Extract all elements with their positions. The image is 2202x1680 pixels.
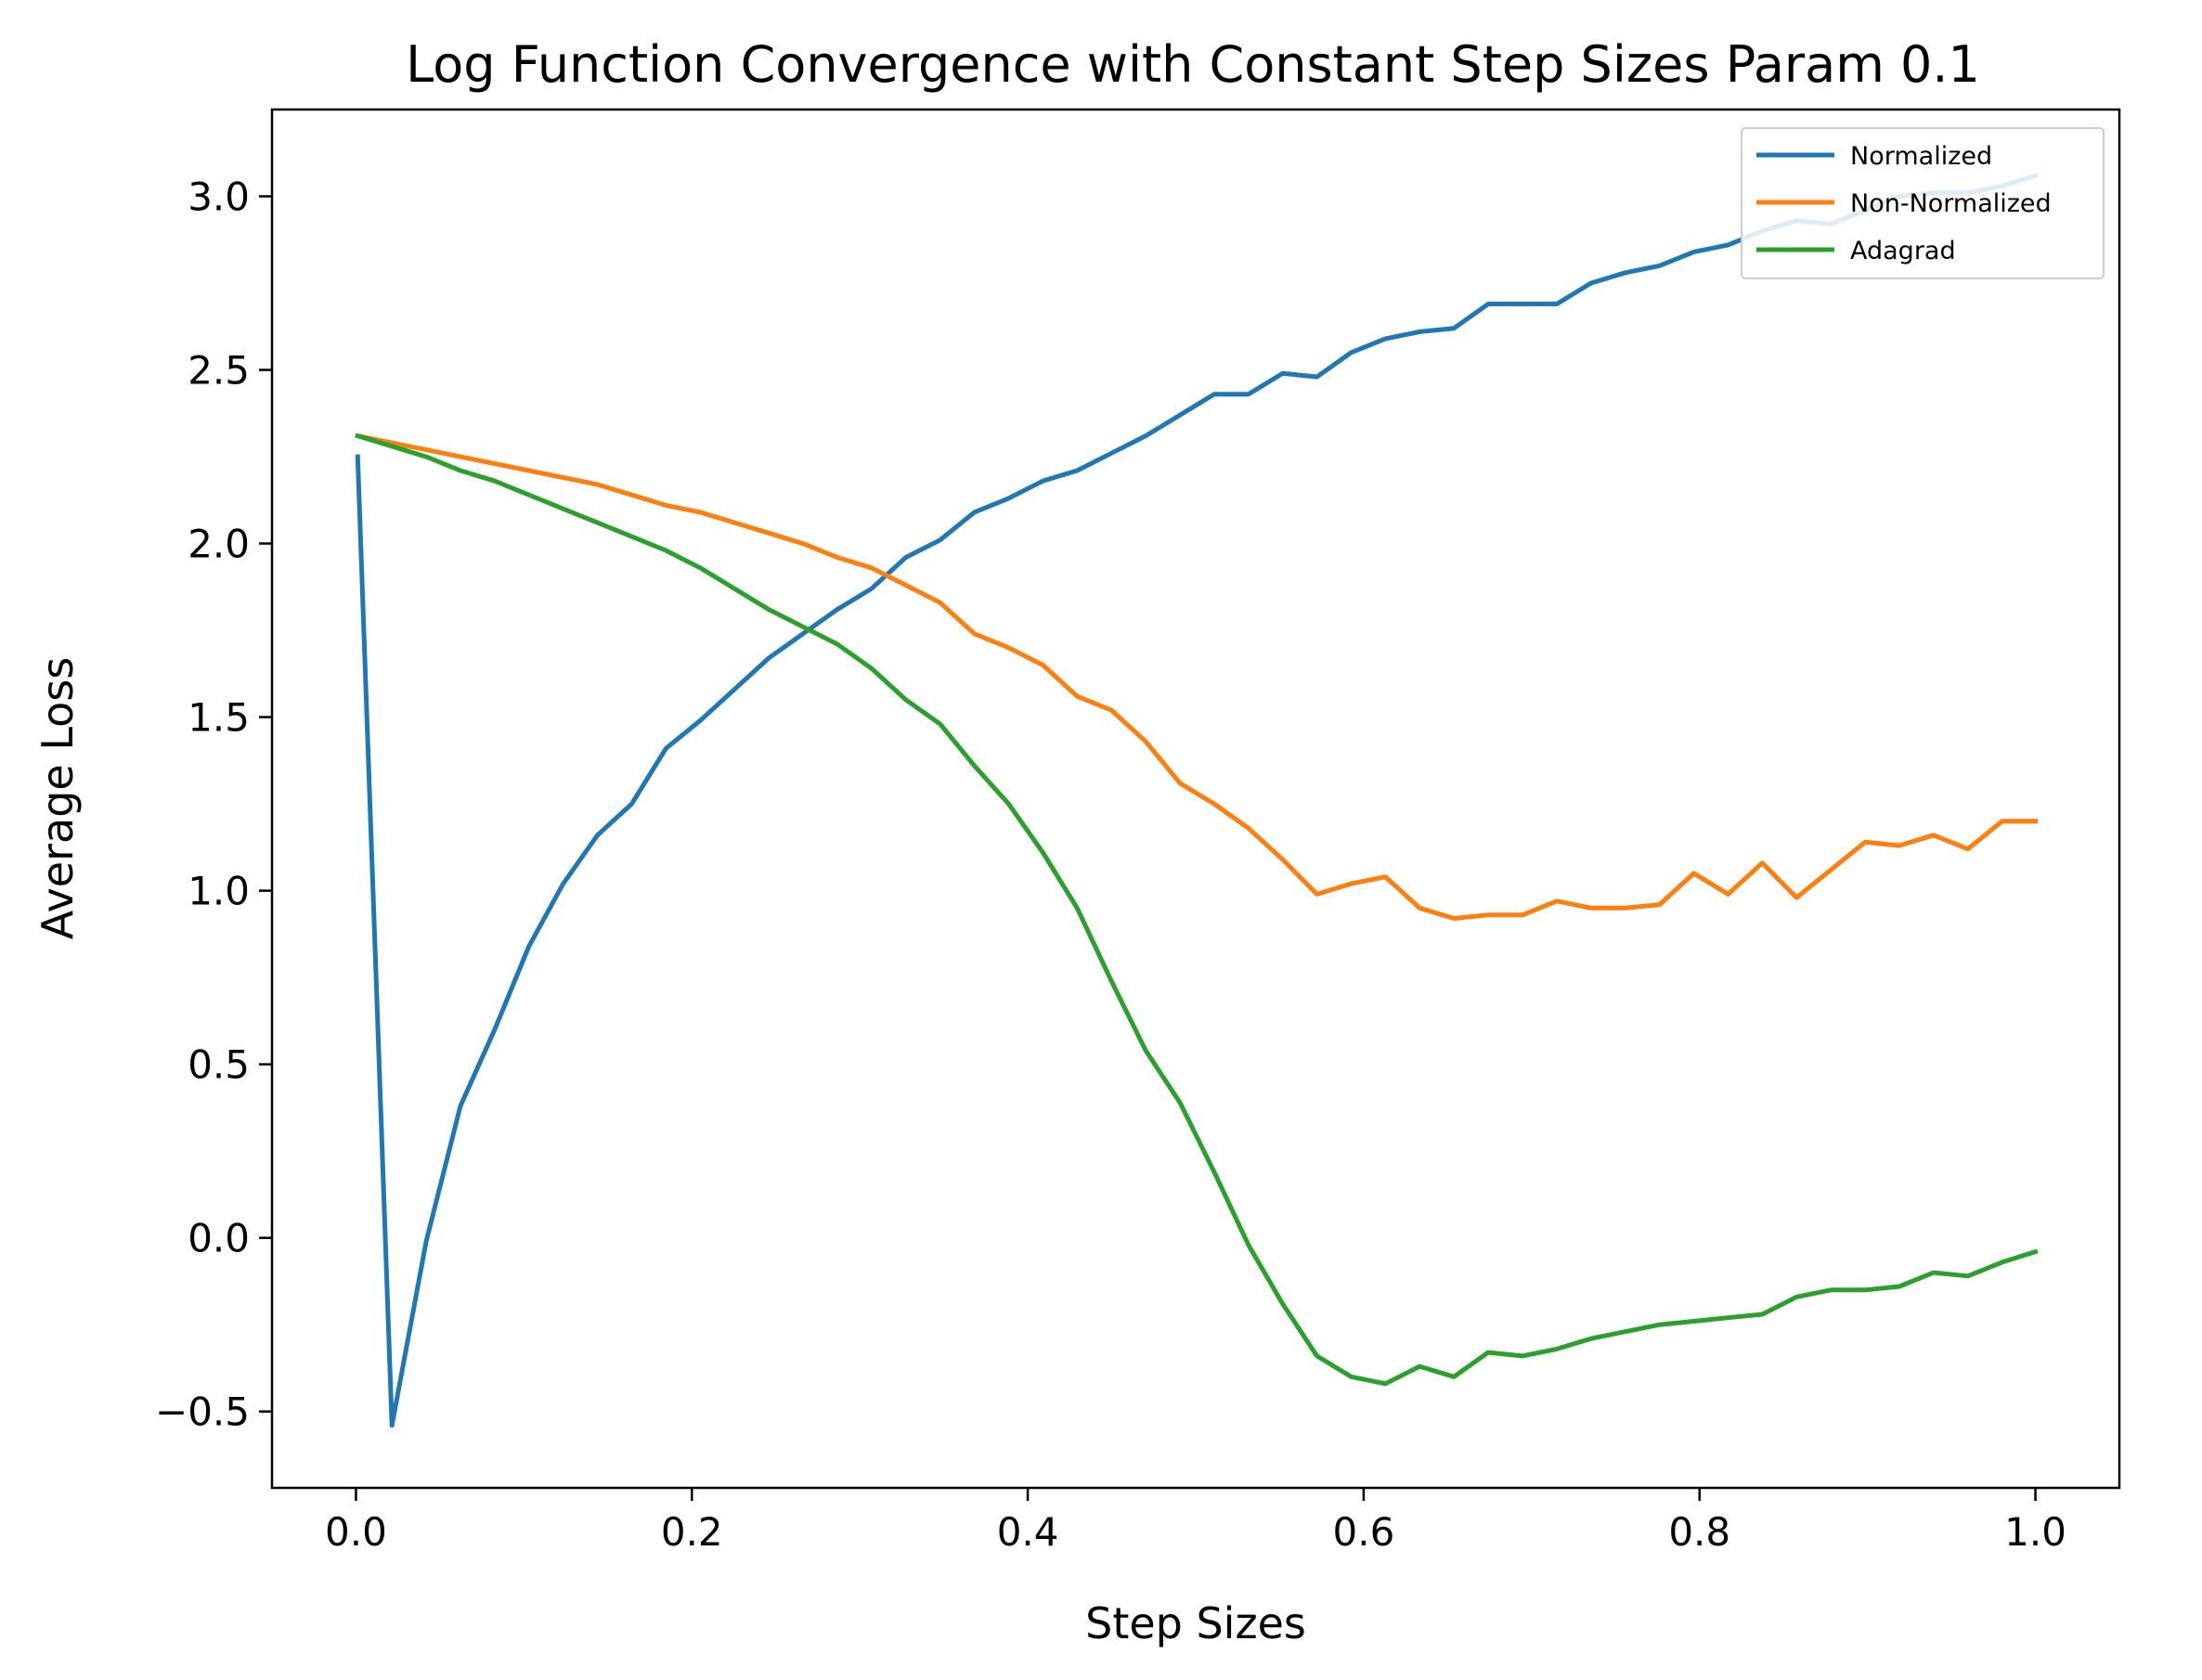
y-tick-label: 2.5 — [188, 348, 250, 394]
y-axis-label: Average Loss — [32, 657, 83, 939]
x-tick-label: 0.6 — [1333, 1509, 1395, 1555]
x-tick-label: 0.2 — [661, 1509, 723, 1555]
x-tick-label: 0.0 — [325, 1509, 387, 1555]
legend-box — [1741, 127, 2105, 279]
y-tick-label: 1.5 — [188, 695, 250, 741]
y-tick-label: 1.0 — [188, 869, 250, 914]
y-tick-label: −0.5 — [155, 1389, 250, 1435]
legend: Normalized Non-Normalized Adagrad — [1741, 127, 2105, 279]
x-tick-label: 1.0 — [2004, 1509, 2066, 1555]
x-tick-label: 0.4 — [997, 1509, 1059, 1555]
y-tick-label: 0.5 — [188, 1042, 250, 1088]
x-tick-label: 0.8 — [1668, 1509, 1730, 1555]
legend-label: Adagrad — [1850, 237, 1956, 265]
chart-title: Log Function Convergence with Constant S… — [406, 35, 1980, 94]
y-tick-label: 3.0 — [188, 174, 250, 220]
plot-frame — [270, 108, 2121, 1490]
y-tick-label: 2.0 — [188, 522, 250, 567]
x-axis: 0.0 0.2 0.4 0.6 0.8 1.0 — [325, 1488, 2066, 1555]
legend-label: Normalized — [1850, 142, 1992, 171]
y-tick-label: 0.0 — [188, 1216, 250, 1261]
legend-label: Non-Normalized — [1850, 189, 2052, 218]
series-line-adagrad — [355, 433, 2039, 1387]
series-line-non-normalized — [355, 433, 2038, 921]
x-axis-label: Step Sizes — [1085, 1598, 1306, 1648]
y-axis: −0.5 0.0 0.5 1.0 1.5 2.0 2.5 3.0 — [155, 174, 272, 1435]
